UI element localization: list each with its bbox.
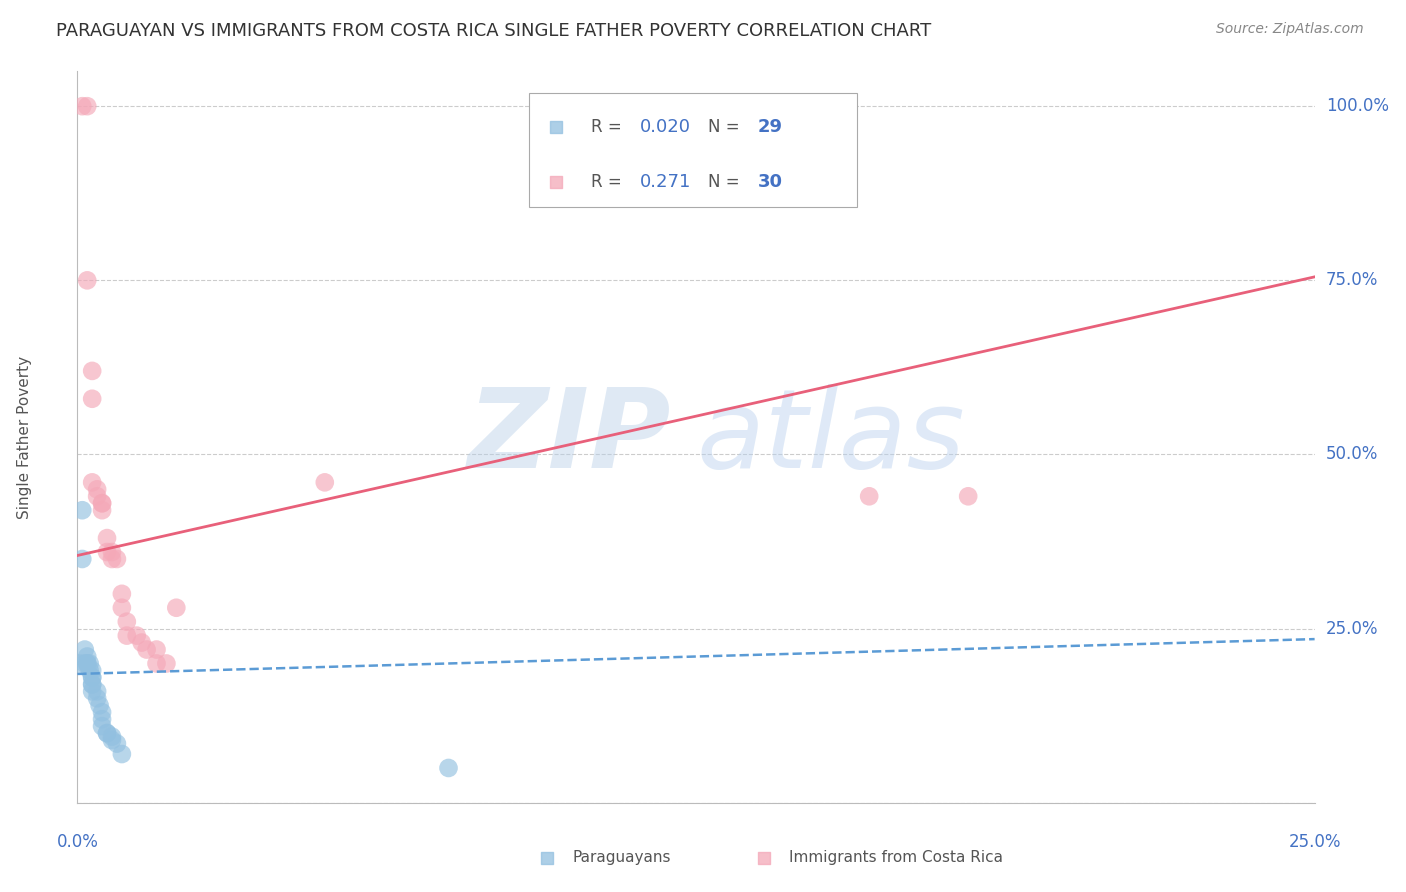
Text: Immigrants from Costa Rica: Immigrants from Costa Rica bbox=[789, 850, 1002, 865]
Point bbox=[76, 649, 98, 664]
Text: atlas: atlas bbox=[696, 384, 965, 491]
Point bbox=[79, 664, 101, 678]
Text: 50.0%: 50.0% bbox=[1326, 445, 1378, 464]
Point bbox=[91, 496, 114, 510]
Point bbox=[82, 677, 104, 691]
Text: 75.0%: 75.0% bbox=[1326, 271, 1378, 289]
Point bbox=[82, 670, 104, 684]
Point bbox=[101, 545, 124, 559]
Point bbox=[858, 489, 880, 503]
Point bbox=[72, 552, 94, 566]
Text: 25.0%: 25.0% bbox=[1326, 620, 1378, 638]
Point bbox=[82, 364, 104, 378]
Point bbox=[82, 475, 104, 490]
Text: Source: ZipAtlas.com: Source: ZipAtlas.com bbox=[1216, 22, 1364, 37]
Point bbox=[101, 552, 124, 566]
Text: ZIP: ZIP bbox=[468, 384, 671, 491]
Point bbox=[76, 657, 98, 671]
Point bbox=[72, 99, 94, 113]
Point bbox=[86, 684, 108, 698]
Point bbox=[79, 657, 101, 671]
Point bbox=[96, 545, 118, 559]
Text: 100.0%: 100.0% bbox=[1326, 97, 1389, 115]
Point bbox=[76, 273, 98, 287]
Text: 0.271: 0.271 bbox=[640, 173, 692, 191]
Point bbox=[82, 677, 104, 691]
Point bbox=[105, 737, 128, 751]
Text: Single Father Poverty: Single Father Poverty bbox=[17, 356, 32, 518]
Point bbox=[115, 615, 138, 629]
Point bbox=[101, 733, 124, 747]
Point bbox=[91, 705, 114, 719]
Point bbox=[86, 489, 108, 503]
Text: 0.020: 0.020 bbox=[640, 119, 692, 136]
Text: N =: N = bbox=[709, 173, 745, 191]
Point bbox=[314, 475, 336, 490]
Text: 29: 29 bbox=[758, 119, 783, 136]
Point bbox=[73, 642, 96, 657]
Point bbox=[111, 600, 134, 615]
Point bbox=[135, 642, 157, 657]
Point bbox=[69, 657, 91, 671]
Point bbox=[72, 503, 94, 517]
Point bbox=[91, 503, 114, 517]
Point bbox=[82, 392, 104, 406]
Text: Paraguayans: Paraguayans bbox=[572, 850, 671, 865]
Point bbox=[91, 719, 114, 733]
Text: 0.0%: 0.0% bbox=[56, 833, 98, 851]
FancyBboxPatch shape bbox=[529, 94, 856, 207]
Point bbox=[115, 629, 138, 643]
Point bbox=[437, 761, 460, 775]
Point bbox=[131, 635, 153, 649]
Point bbox=[125, 629, 148, 643]
Point bbox=[111, 747, 134, 761]
Point bbox=[73, 657, 96, 671]
Text: 30: 30 bbox=[758, 173, 783, 191]
Point bbox=[86, 483, 108, 497]
Point bbox=[145, 642, 167, 657]
Point bbox=[76, 657, 98, 671]
Text: R =: R = bbox=[591, 119, 627, 136]
Point bbox=[89, 698, 111, 713]
Text: N =: N = bbox=[709, 119, 745, 136]
Point bbox=[165, 600, 187, 615]
Text: R =: R = bbox=[591, 173, 633, 191]
Point bbox=[91, 496, 114, 510]
Point bbox=[145, 657, 167, 671]
Point bbox=[82, 684, 104, 698]
Point bbox=[76, 99, 98, 113]
Point bbox=[111, 587, 134, 601]
Point bbox=[86, 691, 108, 706]
Text: PARAGUAYAN VS IMMIGRANTS FROM COSTA RICA SINGLE FATHER POVERTY CORRELATION CHART: PARAGUAYAN VS IMMIGRANTS FROM COSTA RICA… bbox=[56, 22, 932, 40]
Point bbox=[96, 726, 118, 740]
Point bbox=[82, 664, 104, 678]
Point bbox=[96, 726, 118, 740]
Point bbox=[96, 531, 118, 545]
Point bbox=[101, 730, 124, 744]
Point bbox=[91, 712, 114, 726]
Point bbox=[957, 489, 980, 503]
Point bbox=[105, 552, 128, 566]
Point bbox=[155, 657, 177, 671]
Point bbox=[82, 670, 104, 684]
Text: 25.0%: 25.0% bbox=[1288, 833, 1341, 851]
